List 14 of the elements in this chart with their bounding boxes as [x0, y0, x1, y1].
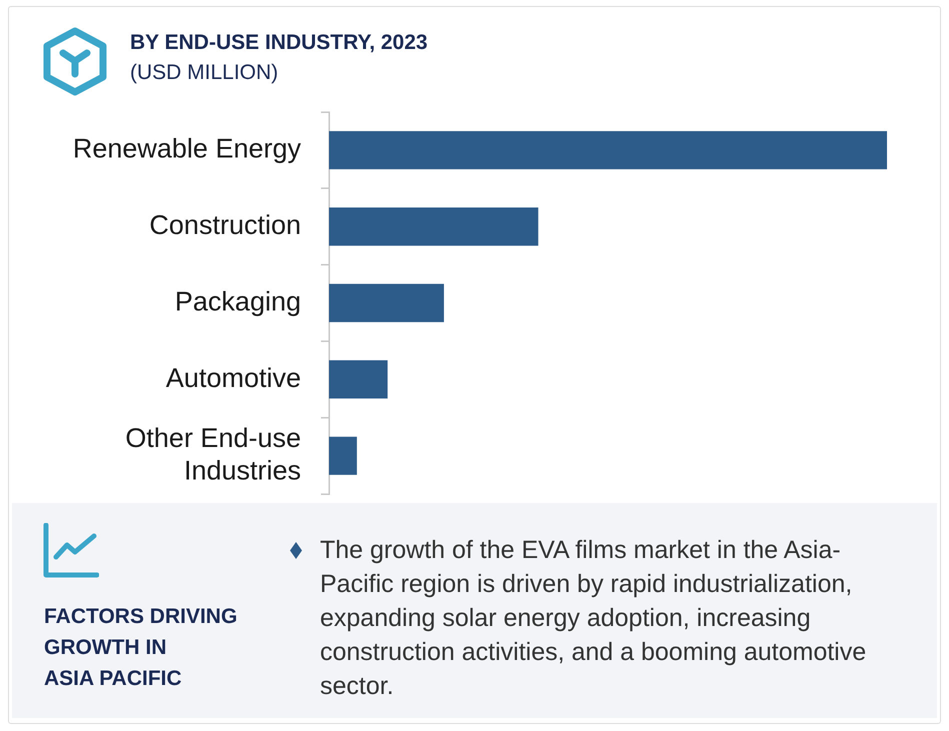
- bar: [329, 131, 887, 170]
- y-tick-label: Packaging: [174, 286, 301, 316]
- bar: [329, 436, 357, 475]
- bar: [329, 360, 388, 398]
- chart-subtitle: (USD MILLION): [130, 61, 278, 85]
- y-tick-label: Automotive: [166, 362, 301, 393]
- y-tick-label: Other End-use Industries: [125, 423, 301, 486]
- text: The growth of the EVA films market in the Asia-Pacific region is driven by rapid industrialization, expanding solar energy adoption, increasing construction activities, and a booming automotive sector.: [320, 535, 868, 702]
- text: FACTORS DRIVING GROWTH IN ASIA PACIFIC: [44, 604, 238, 692]
- chart-title: BY END-USE INDUSTRY, 2023: [130, 31, 428, 55]
- bar: [329, 284, 444, 322]
- y-tick-label: Renewable Energy: [72, 134, 302, 164]
- bar: [329, 208, 538, 246]
- y-tick-label: Construction: [149, 210, 301, 240]
